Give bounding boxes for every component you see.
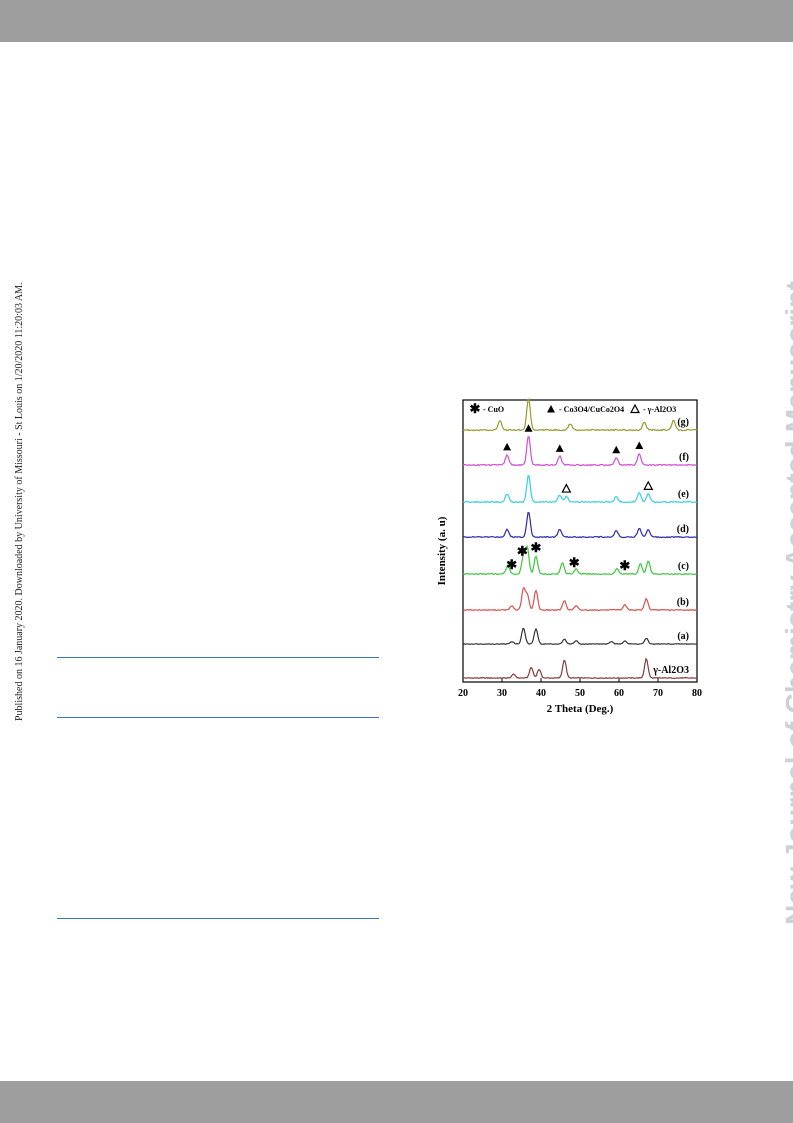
y-axis-label: Intensity (a. u): [436, 516, 448, 585]
legend-label: - Co3O4/CuCo2O4: [559, 405, 624, 414]
xrd-figure: 20 30 40 50 60 70 80 2 Theta (Deg.) Intensity (a…: [430, 392, 710, 717]
triangle-marker-filled: [547, 405, 555, 413]
series-line: [462, 657, 698, 680]
x-tick-label: 80: [692, 688, 702, 699]
series-line: [462, 544, 697, 576]
legend-label: - γ-Al2O3: [643, 405, 676, 414]
journal-watermark: New Journal of Chemistry Accepted Manusc…: [780, 280, 793, 925]
series-line: [462, 512, 698, 539]
header-band: [0, 0, 793, 42]
x-tick-label: 60: [614, 688, 624, 699]
x-tick-label: 30: [497, 688, 507, 699]
series-line: [462, 398, 698, 432]
star-marker: ✱: [517, 543, 528, 558]
legend-label: - CuO: [483, 405, 504, 414]
series-line: [462, 586, 698, 612]
x-axis-label: 2 Theta (Deg.): [547, 703, 614, 715]
x-tick-label: 50: [575, 688, 585, 699]
series-line: [462, 475, 698, 504]
triangle-marker-filled: [503, 442, 512, 451]
x-tick-label: 40: [536, 688, 546, 699]
series-label: (c): [678, 561, 689, 572]
xrd-chart: 20 30 40 50 60 70 80 2 Theta (Deg.) Intensity (a…: [436, 398, 702, 715]
star-marker: ✱: [569, 555, 580, 570]
divider-rule-3: [57, 918, 379, 919]
star-marker: ✱: [470, 401, 481, 416]
star-marker: ✱: [506, 557, 517, 572]
series-label: γ-Al2O3: [652, 665, 689, 676]
series-label: (b): [677, 597, 689, 608]
series-line: [462, 436, 698, 467]
series-label: (d): [677, 524, 689, 535]
triangle-marker-filled: [524, 424, 533, 432]
triangle-marker-filled: [555, 444, 564, 452]
publication-note: Published on 16 January 2020. Downloaded…: [14, 282, 25, 721]
triangle-marker-open: [561, 483, 572, 493]
divider-rule-1: [57, 657, 379, 658]
series-label: (a): [677, 631, 689, 642]
triangle-marker-filled: [612, 445, 621, 454]
triangle-marker-open: [643, 480, 654, 490]
triangle-marker-open: [630, 403, 640, 414]
footer-band: [0, 1081, 793, 1123]
series-line: [462, 627, 698, 645]
x-tick-label: 20: [458, 688, 468, 699]
plot-frame: [462, 399, 698, 683]
star-marker: ✱: [619, 558, 630, 573]
divider-rule-2: [57, 717, 379, 718]
series-label: (g): [677, 417, 689, 428]
x-tick-label: 70: [653, 688, 663, 699]
triangle-marker-filled: [635, 441, 644, 449]
star-marker: ✱: [530, 540, 541, 555]
series-label: (e): [678, 489, 689, 500]
series-label: (f): [679, 452, 689, 463]
